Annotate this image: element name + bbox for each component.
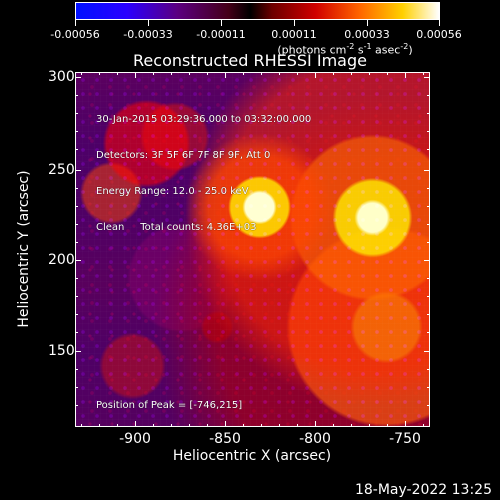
metadata-overlay: 30-Jan-2015 03:29:36.000 to 03:32:00.000…: [96, 90, 311, 258]
y-axis-tick-label: 150: [48, 343, 75, 359]
x-axis-tick-label: -800: [299, 431, 331, 447]
colorbar-ticks: [75, 20, 440, 26]
x-axis-title: Heliocentric X (arcsec): [172, 448, 332, 464]
x-axis-tick-label: -900: [119, 431, 151, 447]
x-axis-tick-label: -850: [209, 431, 241, 447]
colorbar-tick: [294, 20, 295, 26]
y-axis-tick-label: 300: [48, 69, 75, 85]
colorbar-tick: [148, 20, 149, 26]
timestamp: 18-May-2022 13:25: [354, 482, 492, 498]
overlay-line-2: Detectors: 3F 5F 6F 7F 8F 9F, Att 0: [96, 150, 271, 161]
colorbar-tick: [75, 20, 76, 26]
colorbar-tick: [221, 20, 222, 26]
colorbar-label: -0.00056: [50, 28, 100, 41]
rhessi-map: [76, 73, 429, 426]
colorbar-tick: [439, 20, 440, 26]
colorbar-panel: -0.00056 -0.00033 -0.00011 0.00011 0.000…: [50, 2, 462, 56]
y-axis-tick-label: 250: [48, 162, 75, 178]
colorbar-units-prefix: (photons cm: [277, 43, 347, 57]
colorbar-units-mid: s: [354, 43, 364, 57]
colorbar-label: -0.00011: [196, 28, 246, 41]
colorbar-tick: [367, 20, 368, 26]
colorbar-units-exp2: -1: [363, 42, 372, 51]
overlay-line-1: 30-Jan-2015 03:29:36.000 to 03:32:00.000: [96, 114, 312, 125]
y-axis-title: Heliocentric Y (arcsec): [16, 170, 32, 328]
colorbar-units-exp1: -2: [346, 42, 355, 51]
colorbar-units-end: ): [408, 43, 413, 57]
image-plot: 30-Jan-2015 03:29:36.000 to 03:32:00.000…: [75, 72, 430, 427]
overlay-line-4: Clean Total counts: 4.36E+03: [96, 222, 257, 233]
colorbar-units: (photons cm-2 s-1 asec-2): [277, 41, 412, 57]
overlay-line-3: Energy Range: 12.0 - 25.0 keV: [96, 186, 249, 197]
page-title: Reconstructed RHESSI Image: [133, 51, 367, 70]
colorbar-units-exp3: -2: [400, 42, 409, 51]
colorbar-label: 0.00056: [416, 28, 462, 41]
colorbar-label: 0.00011: [271, 28, 317, 41]
peak-position-label: Position of Peak = [-746,215]: [96, 400, 243, 411]
y-axis-tick-label: 200: [48, 252, 75, 268]
colorbar-label: -0.00033: [123, 28, 173, 41]
colorbar-label: 0.00033: [344, 28, 390, 41]
colorbar: [75, 2, 440, 20]
colorbar-units-suffix: asec: [371, 43, 401, 57]
x-axis-tick-label: -750: [389, 431, 421, 447]
